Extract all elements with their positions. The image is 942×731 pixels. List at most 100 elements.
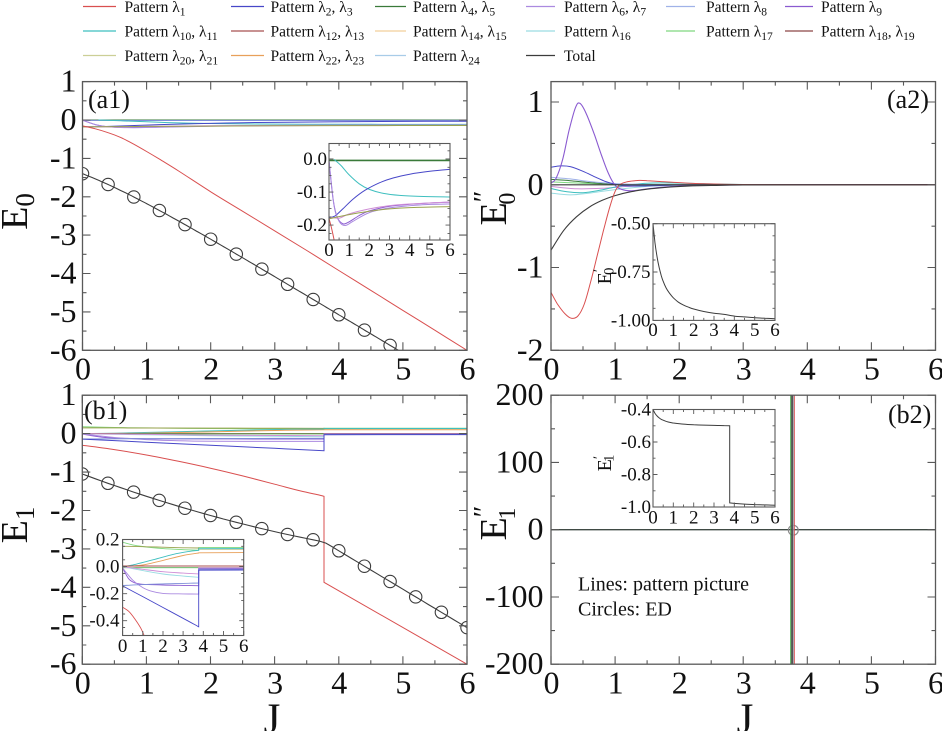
svg-text:6: 6 xyxy=(928,665,942,701)
svg-text:-100: -100 xyxy=(485,578,544,614)
svg-text:1: 1 xyxy=(61,63,77,99)
svg-text:2: 2 xyxy=(672,665,688,701)
svg-text:-4: -4 xyxy=(50,255,77,291)
svg-text:6: 6 xyxy=(460,665,476,701)
svg-text:-6: -6 xyxy=(50,331,77,367)
svg-text:1: 1 xyxy=(344,240,354,261)
svg-text:-0.75: -0.75 xyxy=(611,262,651,283)
svg-text:(b2): (b2) xyxy=(888,400,931,429)
svg-text:Pattern λ16​: Pattern λ16​ xyxy=(564,24,631,44)
svg-text:4: 4 xyxy=(405,240,415,261)
svg-text:-1.00: -1.00 xyxy=(611,310,651,331)
svg-text:E″1: E″1 xyxy=(469,506,521,541)
svg-text:2: 2 xyxy=(365,240,375,261)
svg-text:0: 0 xyxy=(528,511,544,547)
svg-text:6: 6 xyxy=(770,508,780,529)
svg-text:2: 2 xyxy=(158,636,168,657)
svg-text:Pattern λ22​, λ23​: Pattern λ22​, λ23​ xyxy=(271,48,365,68)
svg-text:(a2): (a2) xyxy=(887,85,929,114)
svg-text:-0.2: -0.2 xyxy=(297,215,327,236)
svg-text:5: 5 xyxy=(750,508,760,529)
svg-text:Total: Total xyxy=(564,48,596,65)
svg-text:-5: -5 xyxy=(50,607,77,643)
svg-text:Pattern λ10​, λ11​: Pattern λ10​, λ11​ xyxy=(125,24,218,44)
svg-text:-0.4: -0.4 xyxy=(621,400,652,421)
svg-text:-1: -1 xyxy=(50,139,77,175)
svg-text:5: 5 xyxy=(395,665,411,701)
svg-text:-0.8: -0.8 xyxy=(621,465,651,486)
svg-text:1: 1 xyxy=(138,636,148,657)
svg-text:-3: -3 xyxy=(50,216,77,252)
svg-text:1: 1 xyxy=(608,665,624,701)
svg-text:200: 200 xyxy=(496,376,544,412)
svg-text:3: 3 xyxy=(709,320,719,341)
svg-text:4: 4 xyxy=(800,665,816,701)
svg-text:-2: -2 xyxy=(50,178,77,214)
svg-text:-1.0: -1.0 xyxy=(621,497,651,518)
svg-text:0.0: 0.0 xyxy=(96,557,120,578)
svg-text:0: 0 xyxy=(544,665,560,701)
svg-text:Pattern λ17​: Pattern λ17​ xyxy=(706,24,773,44)
svg-text:0: 0 xyxy=(61,101,77,137)
svg-text:-1: -1 xyxy=(517,249,544,285)
svg-text:Pattern λ24​: Pattern λ24​ xyxy=(413,48,480,68)
svg-text:5: 5 xyxy=(864,665,880,701)
svg-text:-200: -200 xyxy=(485,645,544,681)
svg-text:0.0: 0.0 xyxy=(303,149,327,170)
svg-text:2: 2 xyxy=(203,351,219,387)
svg-text:0: 0 xyxy=(648,320,658,341)
svg-text:0: 0 xyxy=(75,665,91,701)
svg-text:2: 2 xyxy=(203,665,219,701)
svg-text:3: 3 xyxy=(385,240,395,261)
svg-text:4: 4 xyxy=(730,508,740,529)
svg-text:5: 5 xyxy=(395,351,411,387)
svg-text:6: 6 xyxy=(445,240,455,261)
svg-text:3: 3 xyxy=(267,351,283,387)
svg-text:2: 2 xyxy=(672,351,688,387)
svg-text:(b1): (b1) xyxy=(84,396,127,425)
svg-text:6: 6 xyxy=(770,320,780,341)
svg-text:Pattern λ6​, λ7​: Pattern λ6​, λ7​ xyxy=(564,0,646,19)
svg-text:5: 5 xyxy=(425,240,435,261)
svg-text:6: 6 xyxy=(928,351,942,387)
svg-text:Lines: pattern picture: Lines: pattern picture xyxy=(578,574,749,596)
svg-text:5: 5 xyxy=(750,320,760,341)
svg-text:Pattern λ12​, λ13​: Pattern λ12​, λ13​ xyxy=(271,24,365,44)
svg-text:0: 0 xyxy=(544,351,560,387)
svg-text:0: 0 xyxy=(61,415,77,451)
svg-text:2: 2 xyxy=(689,320,699,341)
svg-text:E′0: E′0 xyxy=(591,268,618,285)
svg-text:1: 1 xyxy=(528,83,544,119)
svg-text:1: 1 xyxy=(608,351,624,387)
svg-text:100: 100 xyxy=(496,443,544,479)
svg-text:J: J xyxy=(737,696,754,731)
svg-text:4: 4 xyxy=(199,636,209,657)
svg-text:Pattern λ2​, λ3​: Pattern λ2​, λ3​ xyxy=(271,0,353,19)
svg-text:-0.2: -0.2 xyxy=(89,584,119,605)
svg-text:3: 3 xyxy=(267,665,283,701)
svg-text:5: 5 xyxy=(864,351,880,387)
svg-text:0: 0 xyxy=(75,351,91,387)
svg-text:-0.4: -0.4 xyxy=(89,611,120,632)
svg-text:3: 3 xyxy=(736,351,752,387)
svg-text:6: 6 xyxy=(239,636,249,657)
svg-text:0: 0 xyxy=(528,166,544,202)
svg-text:J: J xyxy=(264,696,281,731)
svg-text:E″0: E″0 xyxy=(469,191,521,226)
svg-text:1: 1 xyxy=(139,351,155,387)
svg-text:6: 6 xyxy=(460,351,476,387)
svg-text:E′1: E′1 xyxy=(591,455,618,472)
svg-text:0: 0 xyxy=(324,240,334,261)
svg-text:-1: -1 xyxy=(50,453,77,489)
svg-text:-6: -6 xyxy=(50,645,77,681)
svg-text:3: 3 xyxy=(736,665,752,701)
svg-text:4: 4 xyxy=(800,351,816,387)
svg-text:1: 1 xyxy=(669,508,679,529)
svg-text:-5: -5 xyxy=(50,293,77,329)
svg-text:3: 3 xyxy=(178,636,188,657)
svg-text:1: 1 xyxy=(61,376,77,412)
svg-text:2: 2 xyxy=(689,508,699,529)
svg-text:Circles: ED: Circles: ED xyxy=(578,599,672,621)
svg-text:Pattern λ8​: Pattern λ8​ xyxy=(706,0,767,19)
svg-text:1: 1 xyxy=(139,665,155,701)
